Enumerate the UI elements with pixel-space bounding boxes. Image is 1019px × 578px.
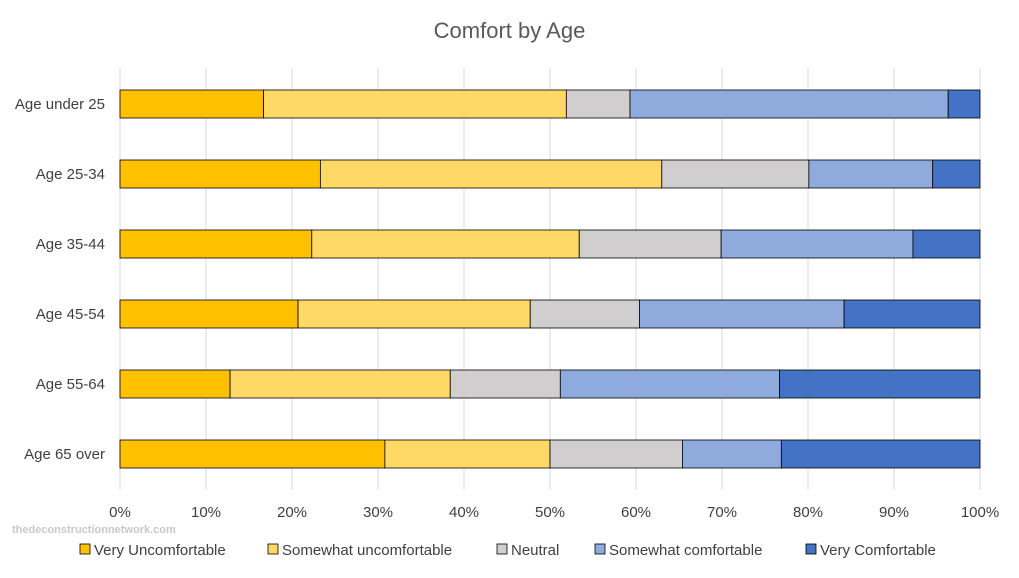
bar-somewhat-comfortable xyxy=(559,369,781,399)
bar-somewhat-uncomfortable xyxy=(229,369,451,399)
x-tick-label: 80% xyxy=(793,504,823,521)
bar-somewhat-comfortable xyxy=(639,299,845,329)
x-tick-label: 10% xyxy=(191,504,221,521)
legend-swatch-somewhat-uncomfortable xyxy=(267,543,279,555)
bar-neutral xyxy=(661,159,810,189)
bar-neutral xyxy=(578,229,722,259)
bar-neutral xyxy=(529,299,640,329)
bar-somewhat-comfortable xyxy=(629,89,949,119)
x-tick-label: 100% xyxy=(961,504,999,521)
x-tick-label: 40% xyxy=(449,504,479,521)
bar-neutral xyxy=(549,439,683,469)
legend-swatch-very-uncomfortable xyxy=(79,543,91,555)
category-label: Age 65 over xyxy=(24,446,105,463)
x-tick-label: 30% xyxy=(363,504,393,521)
legend-label: Somewhat uncomfortable xyxy=(282,542,452,559)
bar-very-uncomfortable xyxy=(119,299,299,329)
bar-very-comfortable xyxy=(947,89,981,119)
category-label: Age under 25 xyxy=(15,96,105,113)
legend-label: Very Comfortable xyxy=(820,542,936,559)
gridlines xyxy=(119,68,981,490)
category-label: Age 35-44 xyxy=(36,236,105,253)
x-tick-label: 70% xyxy=(707,504,737,521)
category-label: Age 45-54 xyxy=(36,306,105,323)
category-label: Age 25-34 xyxy=(36,166,105,183)
bar-very-comfortable xyxy=(779,369,981,399)
bar-very-uncomfortable xyxy=(119,369,231,399)
bar-very-comfortable xyxy=(912,229,981,259)
bar-somewhat-comfortable xyxy=(682,439,782,469)
legend-label: Very Uncomfortable xyxy=(94,542,226,559)
bar-somewhat-uncomfortable xyxy=(263,89,567,119)
bar-somewhat-uncomfortable xyxy=(297,299,531,329)
watermark-text: thedeconstructionnetwork.com xyxy=(12,524,176,536)
bar-very-uncomfortable xyxy=(119,89,265,119)
legend-label: Neutral xyxy=(511,542,559,559)
category-label: Age 55-64 xyxy=(36,376,105,393)
bar-neutral xyxy=(449,369,561,399)
x-tick-labels: 0% 10% 20% 30% 40% 50% 60% 70% 80% 90% 100% xyxy=(109,504,999,521)
x-tick-label: 50% xyxy=(535,504,565,521)
bar-very-comfortable xyxy=(932,159,981,189)
bar-very-comfortable xyxy=(780,439,981,469)
bars xyxy=(119,89,981,469)
x-tick-label: 90% xyxy=(879,504,909,521)
bar-very-uncomfortable xyxy=(119,229,313,259)
legend-swatch-neutral xyxy=(496,543,508,555)
x-tick-label: 20% xyxy=(277,504,307,521)
legend-label: Somewhat comfortable xyxy=(609,542,762,559)
bar-very-uncomfortable xyxy=(119,439,386,469)
bar-neutral xyxy=(565,89,631,119)
legend-swatch-very-comfortable xyxy=(805,543,817,555)
bar-very-uncomfortable xyxy=(119,159,321,189)
x-tick-label: 60% xyxy=(621,504,651,521)
bar-somewhat-uncomfortable xyxy=(319,159,663,189)
chart-title: Comfort by Age xyxy=(434,18,586,43)
category-labels: Age under 25 Age 25-34 Age 35-44 Age 45-54 A… xyxy=(15,96,105,463)
bar-somewhat-comfortable xyxy=(720,229,914,259)
legend: Very Uncomfortable Somewhat uncomfortable… xyxy=(79,542,936,559)
bar-somewhat-uncomfortable xyxy=(311,229,580,259)
x-tick-label: 0% xyxy=(109,504,131,521)
bar-somewhat-comfortable xyxy=(808,159,934,189)
legend-swatch-somewhat-comfortable xyxy=(594,543,606,555)
bar-somewhat-uncomfortable xyxy=(384,439,551,469)
bar-very-comfortable xyxy=(843,299,981,329)
